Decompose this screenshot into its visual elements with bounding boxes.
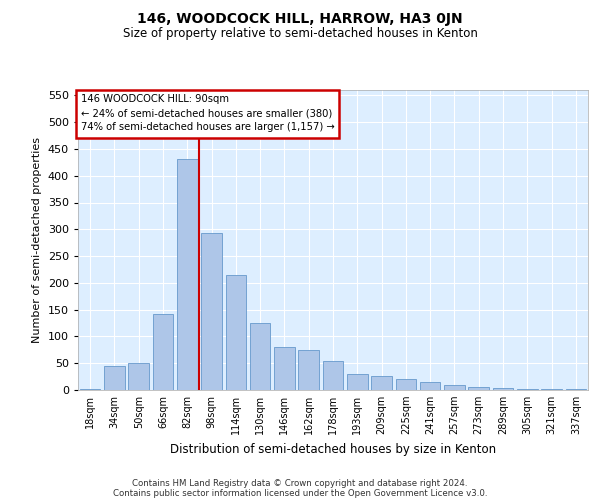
Bar [323,360,343,390]
Bar [444,384,465,390]
Bar [201,233,222,390]
X-axis label: Distribution of semi-detached houses by size in Kenton: Distribution of semi-detached houses by … [170,442,496,456]
Bar [104,366,125,390]
Bar [177,158,197,390]
Bar [469,388,489,390]
Y-axis label: Number of semi-detached properties: Number of semi-detached properties [32,137,42,343]
Bar [371,376,392,390]
Bar [250,323,271,390]
Bar [274,347,295,390]
Text: Contains HM Land Registry data © Crown copyright and database right 2024.: Contains HM Land Registry data © Crown c… [132,478,468,488]
Bar [517,389,538,390]
Text: Contains public sector information licensed under the Open Government Licence v3: Contains public sector information licen… [113,488,487,498]
Text: Size of property relative to semi-detached houses in Kenton: Size of property relative to semi-detach… [122,28,478,40]
Bar [395,379,416,390]
Bar [152,314,173,390]
Bar [420,382,440,390]
Bar [347,374,368,390]
Text: 146, WOODCOCK HILL, HARROW, HA3 0JN: 146, WOODCOCK HILL, HARROW, HA3 0JN [137,12,463,26]
Bar [226,275,246,390]
Bar [128,363,149,390]
Bar [493,388,514,390]
Text: 146 WOODCOCK HILL: 90sqm
← 24% of semi-detached houses are smaller (380)
74% of : 146 WOODCOCK HILL: 90sqm ← 24% of semi-d… [80,94,334,132]
Bar [298,350,319,390]
Bar [80,389,100,390]
